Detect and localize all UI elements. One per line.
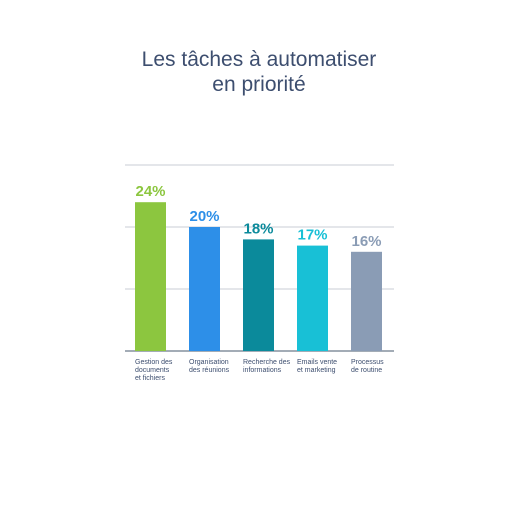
category-label-2-line-1: Organisation <box>189 359 229 366</box>
category-label-5: Processus de routine <box>351 359 384 374</box>
bar-5 <box>351 251 382 351</box>
category-label-1: Gestion des documents et fichiers <box>135 359 173 382</box>
data-label-4: 17% <box>297 227 327 244</box>
bars <box>135 202 382 351</box>
bar-4 <box>297 245 328 351</box>
data-label-2: 20% <box>189 208 219 225</box>
data-label-1: 24% <box>135 183 165 200</box>
chart-title-line-1: Les tâches à automatiser <box>141 48 377 71</box>
category-label-4-line-2: et marketing <box>297 367 336 374</box>
chart-title-line-2: en priorité <box>212 73 306 96</box>
bar-3 <box>243 239 274 351</box>
bar-2 <box>189 227 220 351</box>
category-label-5-line-1: Processus <box>351 359 384 366</box>
category-label-3-line-2: informations <box>243 367 282 374</box>
category-label-4: Emails vente et marketing <box>297 359 337 374</box>
category-label-4-line-1: Emails vente <box>297 359 337 366</box>
category-tick-labels: Gestion des documents et fichiers Organisat… <box>135 359 384 382</box>
category-label-1-line-1: Gestion des <box>135 359 173 366</box>
data-labels: 24% 20% 18% 17% 16% <box>135 183 381 250</box>
category-label-5-line-2: de routine <box>351 367 382 374</box>
category-label-3-line-1: Recherche des <box>243 359 291 366</box>
category-label-1-line-2: documents <box>135 367 170 374</box>
bar-1 <box>135 202 166 351</box>
category-label-2: Organisation des réunions <box>189 359 230 374</box>
chart-title: Les tâches à automatiser en priorité <box>0 47 518 97</box>
category-label-3: Recherche des informations <box>243 359 291 374</box>
data-label-5: 16% <box>351 233 381 250</box>
category-label-1-line-3: et fichiers <box>135 375 165 382</box>
data-label-3: 18% <box>243 220 273 237</box>
category-label-2-line-2: des réunions <box>189 367 230 374</box>
